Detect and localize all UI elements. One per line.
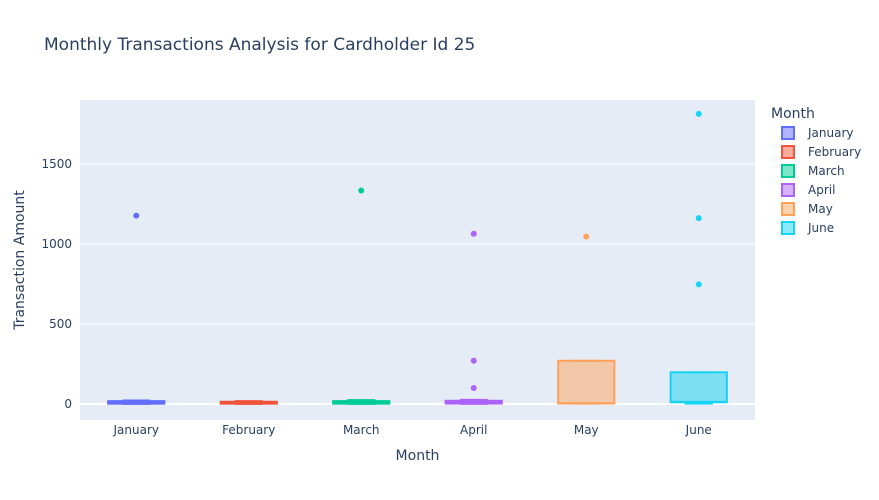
x-tick-labels: January February March April May June [113, 423, 712, 437]
x-tick-january: January [113, 423, 160, 437]
legend-label-may: May [808, 202, 833, 216]
box-trace-june[interactable] [669, 110, 728, 405]
june-box [669, 371, 728, 404]
legend-title: Month [771, 106, 815, 122]
legend-item-february[interactable]: February [781, 145, 861, 159]
january-outlier-1 [133, 212, 140, 219]
x-tick-february: February [222, 423, 275, 437]
legend-label-march: March [808, 164, 845, 178]
plot-background [80, 100, 755, 420]
april-outlier-2 [470, 357, 477, 364]
chart-title: Monthly Transactions Analysis for Cardho… [44, 35, 475, 55]
legend-swatch-march [781, 164, 795, 178]
legend-swatch-may [781, 202, 795, 216]
x-tick-may: May [574, 423, 599, 437]
june-outlier-3 [695, 281, 702, 288]
box-trace-april[interactable] [444, 230, 503, 405]
box-trace-may[interactable] [557, 233, 616, 405]
y-axis-title: Transaction Amount [12, 190, 28, 331]
x-axis-title: Month [396, 448, 440, 464]
y-tick-500: 500 [49, 317, 72, 331]
y-tick-labels: 0 500 1000 1500 [41, 157, 72, 411]
y-tick-1000: 1000 [41, 237, 72, 251]
x-tick-june: June [685, 423, 712, 437]
box-trace-march[interactable] [332, 187, 391, 405]
legend-swatch-january [781, 126, 795, 140]
may-outlier-1 [583, 233, 590, 240]
june-outlier-2 [695, 215, 702, 222]
box-traces [107, 110, 728, 405]
x-tick-march: March [343, 423, 380, 437]
march-outlier-1 [358, 187, 365, 194]
legend: January February March April May June [781, 126, 861, 235]
legend-label-february: February [808, 145, 861, 159]
june-outlier-1 [695, 110, 702, 117]
april-outlier-1 [470, 230, 477, 237]
y-tick-0: 0 [64, 397, 72, 411]
y-gridlines [80, 163, 755, 405]
legend-item-march[interactable]: March [781, 164, 845, 178]
legend-item-april[interactable]: April [781, 183, 835, 197]
legend-label-january: January [807, 126, 854, 140]
april-outlier-3 [470, 385, 477, 391]
box-trace-january[interactable] [107, 212, 166, 405]
legend-swatch-june [781, 221, 795, 235]
x-tick-april: April [460, 423, 487, 437]
legend-swatch-april [781, 183, 795, 197]
legend-item-may[interactable]: May [781, 202, 833, 216]
y-tick-1500: 1500 [41, 157, 72, 171]
legend-label-april: April [808, 183, 835, 197]
may-box [557, 359, 616, 405]
legend-label-june: June [807, 221, 834, 235]
legend-item-january[interactable]: January [781, 126, 854, 140]
box-trace-february[interactable] [219, 400, 278, 405]
legend-item-june[interactable]: June [781, 221, 834, 235]
legend-swatch-february [781, 145, 795, 159]
